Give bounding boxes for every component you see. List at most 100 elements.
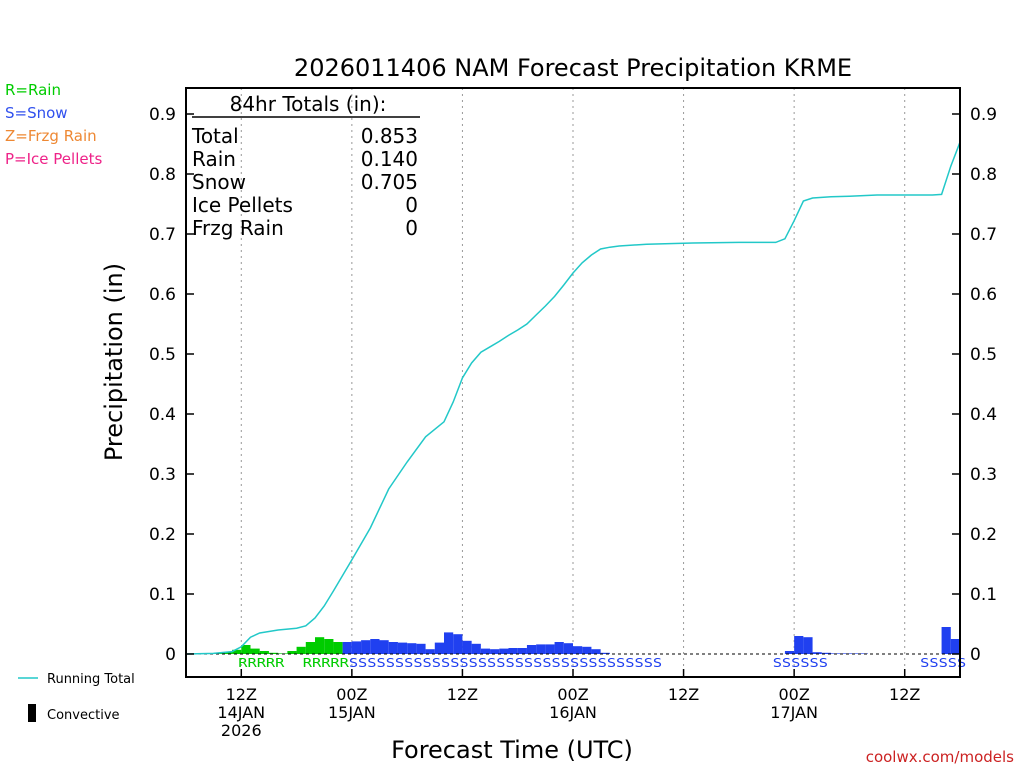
precip-bar bbox=[259, 651, 269, 654]
precip-bar bbox=[941, 627, 951, 654]
precip-bar bbox=[471, 643, 481, 654]
y-axis-label: Precipitation (in) bbox=[100, 263, 128, 461]
y-tick-label-left: 0.9 bbox=[149, 105, 176, 125]
precip-bar bbox=[370, 639, 380, 654]
totals-row-label: Rain bbox=[192, 147, 236, 171]
legend-freezing-rain: Z=Frzg Rain bbox=[5, 127, 97, 145]
precip-bar bbox=[407, 643, 417, 654]
precip-bar bbox=[296, 646, 306, 654]
y-tick-label-left: 0.2 bbox=[149, 525, 176, 545]
x-tick-label: 12Z bbox=[447, 685, 478, 704]
precip-bar bbox=[812, 652, 822, 654]
x-axis-label: Forecast Time (UTC) bbox=[391, 736, 633, 764]
precip-letters: SSSSS bbox=[773, 656, 819, 670]
credit-text: coolwx.com/models bbox=[866, 748, 1014, 766]
precip-letters: SSSSS bbox=[920, 656, 966, 670]
totals-row-value: 0.705 bbox=[361, 170, 418, 194]
legend-snow: S=Snow bbox=[5, 104, 68, 122]
y-tick-label-left: 0.3 bbox=[149, 465, 176, 485]
precip-bar bbox=[287, 651, 297, 654]
y-tick-label-right: 0.8 bbox=[970, 165, 997, 185]
x-tick-label: 00Z bbox=[778, 685, 809, 704]
totals-row-value: 0.140 bbox=[361, 147, 418, 171]
totals-row-label: Ice Pellets bbox=[192, 193, 293, 217]
precip-bar bbox=[324, 639, 334, 654]
precip-bar bbox=[526, 645, 537, 654]
x-tick-label: 14JAN bbox=[217, 703, 265, 722]
totals-row-label: Total bbox=[191, 124, 239, 148]
precip-bar bbox=[840, 653, 850, 654]
precip-bar bbox=[563, 643, 573, 654]
y-tick-label-left: 0.5 bbox=[149, 345, 176, 365]
precip-bar bbox=[517, 648, 527, 654]
legend-ice-pellets: P=Ice Pellets bbox=[5, 150, 103, 168]
totals-row-label: Frzg Rain bbox=[192, 216, 284, 240]
precip-bar bbox=[379, 640, 389, 654]
precip-bar bbox=[821, 652, 831, 654]
y-tick-label-right: 0.9 bbox=[970, 105, 997, 125]
x-tick-label: 12Z bbox=[668, 685, 699, 704]
x-tick-label: 00Z bbox=[557, 685, 588, 704]
precip-bar bbox=[315, 637, 325, 654]
x-tick-label: 12Z bbox=[889, 685, 920, 704]
precip-bar bbox=[536, 644, 546, 654]
precip-bar bbox=[803, 637, 813, 654]
y-axis-right: 0 0.1 0.2 0.3 0.4 0.5 0.6 0.7 0.8 0.9 bbox=[952, 105, 997, 665]
y-tick-label-right: 0.2 bbox=[970, 525, 997, 545]
precip-bar bbox=[573, 646, 583, 654]
vertical-gridlines bbox=[240, 88, 906, 677]
totals-title: 84hr Totals (in): bbox=[230, 92, 387, 116]
precip-letters: S bbox=[819, 656, 828, 670]
precip-bar bbox=[591, 649, 601, 654]
running-total-legend-label: Running Total bbox=[47, 672, 135, 687]
precip-bar bbox=[499, 648, 509, 654]
totals-row-label: Snow bbox=[192, 170, 246, 194]
precip-bar bbox=[508, 648, 518, 654]
x-tick-label: 16JAN bbox=[549, 703, 597, 722]
precip-bar bbox=[434, 642, 444, 654]
x-tick-label: 12Z bbox=[226, 685, 257, 704]
legend-bottom: Running Total Convective bbox=[18, 672, 135, 723]
precip-bar bbox=[545, 644, 555, 654]
y-tick-label-right: 0.3 bbox=[970, 465, 997, 485]
x-tick-label: 15JAN bbox=[328, 703, 376, 722]
precip-bar bbox=[444, 632, 454, 654]
precip-bar bbox=[342, 642, 352, 654]
precipitation-bars bbox=[195, 627, 960, 654]
running-total-line bbox=[185, 141, 961, 655]
precip-bar bbox=[453, 634, 463, 654]
precip-bar bbox=[462, 640, 472, 654]
y-tick-label-right: 0.6 bbox=[970, 285, 997, 305]
totals-row-value: 0 bbox=[405, 193, 418, 217]
precip-type-letters: RRRRR RRRRR SSSSSSSSSSSSSSSSSSSSSSSSSSSSSS… bbox=[238, 656, 966, 670]
precip-bar bbox=[416, 643, 426, 654]
y-tick-label-left: 0.7 bbox=[149, 225, 176, 245]
precip-bar bbox=[361, 640, 371, 654]
precip-bar bbox=[582, 646, 592, 654]
precip-bar bbox=[397, 642, 408, 654]
precip-bar bbox=[232, 649, 242, 654]
chart-title: 2026011406 NAM Forecast Precipitation KR… bbox=[294, 54, 852, 82]
precip-bar bbox=[600, 652, 610, 654]
precip-bar bbox=[222, 652, 233, 654]
precip-bar bbox=[490, 649, 500, 654]
y-tick-label-left: 0.6 bbox=[149, 285, 176, 305]
precip-letters: SSSSSSSSSSSSSSSSSSSSSSSSSSSSSSSSSS bbox=[349, 656, 662, 670]
y-tick-label-right: 0.4 bbox=[970, 405, 997, 425]
precip-bar bbox=[250, 648, 260, 654]
precip-bar bbox=[351, 641, 362, 654]
precip-letters: RRRRR bbox=[238, 656, 285, 670]
precip-bar bbox=[241, 645, 251, 654]
x-tick-label: 2026 bbox=[221, 721, 262, 740]
precip-bar bbox=[480, 648, 491, 654]
precip-bar bbox=[858, 653, 868, 654]
precip-bar bbox=[388, 642, 398, 654]
y-tick-label-right: 0 bbox=[970, 645, 981, 665]
precip-bar bbox=[333, 642, 343, 654]
precip-bar bbox=[268, 652, 279, 654]
convective-legend-swatch bbox=[28, 704, 36, 722]
y-tick-label-left: 0.8 bbox=[149, 165, 176, 185]
totals-row-value: 0 bbox=[405, 216, 418, 240]
